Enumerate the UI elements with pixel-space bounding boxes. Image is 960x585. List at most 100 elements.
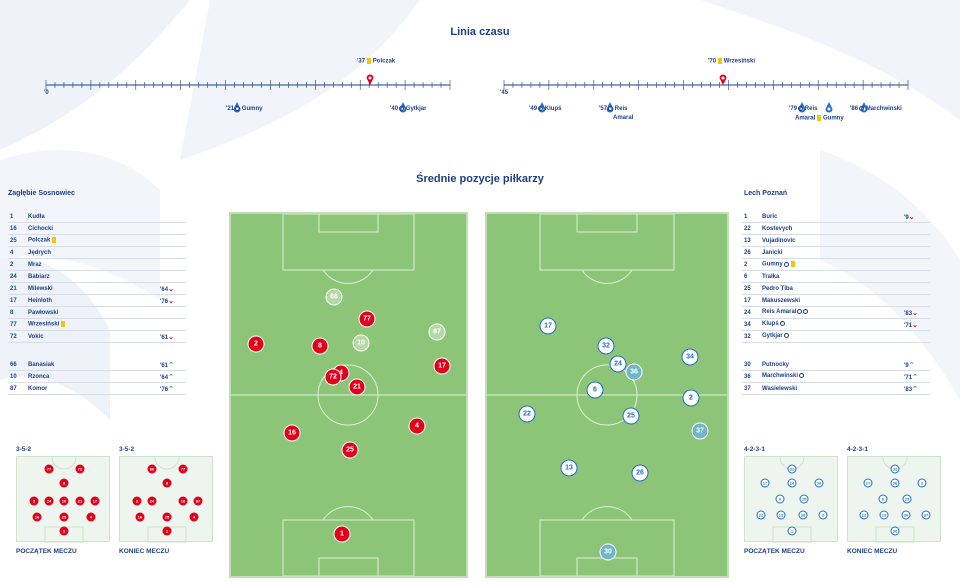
event-polczak[interactable]: '37 Polczak [357,58,396,65]
player-marker[interactable]: 10 [352,334,370,352]
roster-row[interactable]: 72 Vokic '61⌄ [8,331,186,343]
ball-icon [783,333,789,339]
sub-minute: '64⌄ [160,285,174,293]
player-marker[interactable]: 2 [682,389,700,407]
event-reis-79[interactable]: '79 Reis [789,106,818,113]
roster-row[interactable]: 32 Gytkjar [742,331,930,343]
yellow-card-icon [52,237,57,244]
player-marker[interactable]: 21 [348,378,366,396]
player-marker[interactable]: 6 [586,381,604,399]
player-marker[interactable]: 32 [597,337,615,355]
player-marker[interactable]: 26 [631,464,649,482]
player-marker[interactable]: 4 [408,417,426,435]
roster-row[interactable]: 22 Kostevych [742,223,930,235]
roster-row[interactable]: 10 Rzonca '64⌃ [8,371,186,383]
home-mini-pitch-end: 66 77 8 2 24 10 87 16 25 4 1 [119,456,213,543]
mini-player-marker: 22 [756,510,766,520]
player-marker[interactable]: 72 [324,368,342,386]
roster-row[interactable]: 25 Pedro Tiba [742,283,930,295]
player-name: Heinloth [28,297,52,304]
roster-row[interactable]: 24 Reis Amaral '83⌄ [742,307,930,319]
sub-minute: '76⌄ [160,297,174,305]
player-number: 1 [10,213,14,220]
event-wrzesinski[interactable]: '70 Wrzesiński [708,58,756,65]
mini-player-marker: 24 [44,496,54,506]
mini-player-marker: 17 [760,478,770,488]
roster-row[interactable]: 2 Gumny [742,259,930,271]
player-number: 2 [10,261,14,268]
mini-player-marker: 25 [59,512,69,522]
player-name: Rzonca [28,373,50,380]
roster-row[interactable]: 21 Milewski '64⌄ [8,283,186,295]
event-gytkjar[interactable]: '40 Gytkjar [390,106,427,113]
player-name: Buric [762,213,778,220]
event-marchwinski[interactable]: '86 Marchwinski [850,106,902,113]
ball-icon [799,373,805,379]
roster-row[interactable]: 36 Marchwinski '71⌃ [742,371,930,383]
timeline-title: Linia czasu [450,26,510,38]
player-marker[interactable]: 13 [560,459,578,477]
roster-row[interactable]: 6 Trałka [742,271,930,283]
event-gumny[interactable]: '21 Gumny [226,106,263,113]
player-marker[interactable]: 25 [341,441,359,459]
player-marker[interactable]: 25 [622,407,640,425]
away-roster: 1 Buric '9⌄ 22 Kostevych 13 Vujadinovic 26 Janic… [742,211,930,343]
roster-row[interactable]: 66 Banasiak '61⌃ [8,359,186,371]
sub-minute: '64⌃ [160,373,174,381]
roster-row[interactable]: 4 Jędrych [8,247,186,259]
sub-minute: '9⌄ [904,213,915,221]
mini-player-marker: 32 [890,464,900,474]
player-marker[interactable]: 87 [428,323,446,341]
player-marker[interactable]: 34 [681,348,699,366]
player-marker[interactable]: 17 [539,317,557,335]
roster-row[interactable]: 26 Janicki [742,247,930,259]
mini-player-marker: 16 [32,512,42,522]
player-number: 22 [744,225,751,232]
mini-player-marker: 2 [132,496,142,506]
roster-row[interactable]: 25 Polczak [8,235,186,247]
sub-in-icon: ⌃ [912,385,918,393]
player-marker[interactable]: 8 [311,337,329,355]
roster-row[interactable]: 34 Klupś '71⌄ [742,319,930,331]
player-marker[interactable]: 22 [518,405,536,423]
roster-row[interactable]: 77 Wrzesiński [8,319,186,331]
player-marker[interactable]: 17 [433,357,451,375]
player-number: 10 [10,373,17,380]
roster-row[interactable]: 8 Pawłowski [8,307,186,319]
mini-player-marker: 13 [776,510,786,520]
player-name: Vokic [28,333,44,340]
home-caption-start: POCZĄTEK MECZU [16,548,77,555]
mini-player-marker: 36 [890,478,900,488]
roster-row[interactable]: 87 Komor '76⌃ [8,383,186,395]
player-marker[interactable]: 1 [333,525,351,543]
roster-row[interactable]: 13 Vujadinovic [742,235,930,247]
roster-row[interactable]: 17 Makuszewski [742,295,930,307]
roster-row[interactable]: 37 Wasielewski '83⌃ [742,383,930,395]
event-klups[interactable]: '49 Klupś [529,106,562,113]
roster-row[interactable]: 1 Kudła [8,211,186,223]
mini-player-marker: 16 [135,512,145,522]
player-marker[interactable]: 16 [283,424,301,442]
yellow-card-icon [790,261,795,268]
roster-row[interactable]: 30 Putnocky '9⌃ [742,359,930,371]
roster-row[interactable]: 24 Babiarz [8,271,186,283]
yellow-card-icon [61,321,66,328]
roster-row[interactable]: 1 Buric '9⌄ [742,211,930,223]
roster-row[interactable]: 16 Cichocki [8,223,186,235]
player-marker[interactable]: 30 [599,543,617,561]
event-reis-amaral-57[interactable]: '57 Reis [599,106,628,113]
first-half-start-label: '0 [44,90,49,96]
player-marker[interactable]: 37 [691,422,709,440]
player-marker[interactable]: 36 [625,363,643,381]
player-number: 72 [10,333,17,340]
player-marker[interactable]: 66 [325,288,343,306]
player-name: Janicki [762,249,783,256]
player-marker[interactable]: 24 [609,355,627,373]
timeline-first-half [45,80,451,90]
roster-row[interactable]: 17 Heinloth '76⌄ [8,295,186,307]
roster-row[interactable]: 2 Mraz [8,259,186,271]
mini-player-marker: 2 [917,478,927,488]
player-marker[interactable]: 77 [358,310,376,328]
mini-player-marker: 34 [814,478,824,488]
player-marker[interactable]: 2 [247,335,265,353]
